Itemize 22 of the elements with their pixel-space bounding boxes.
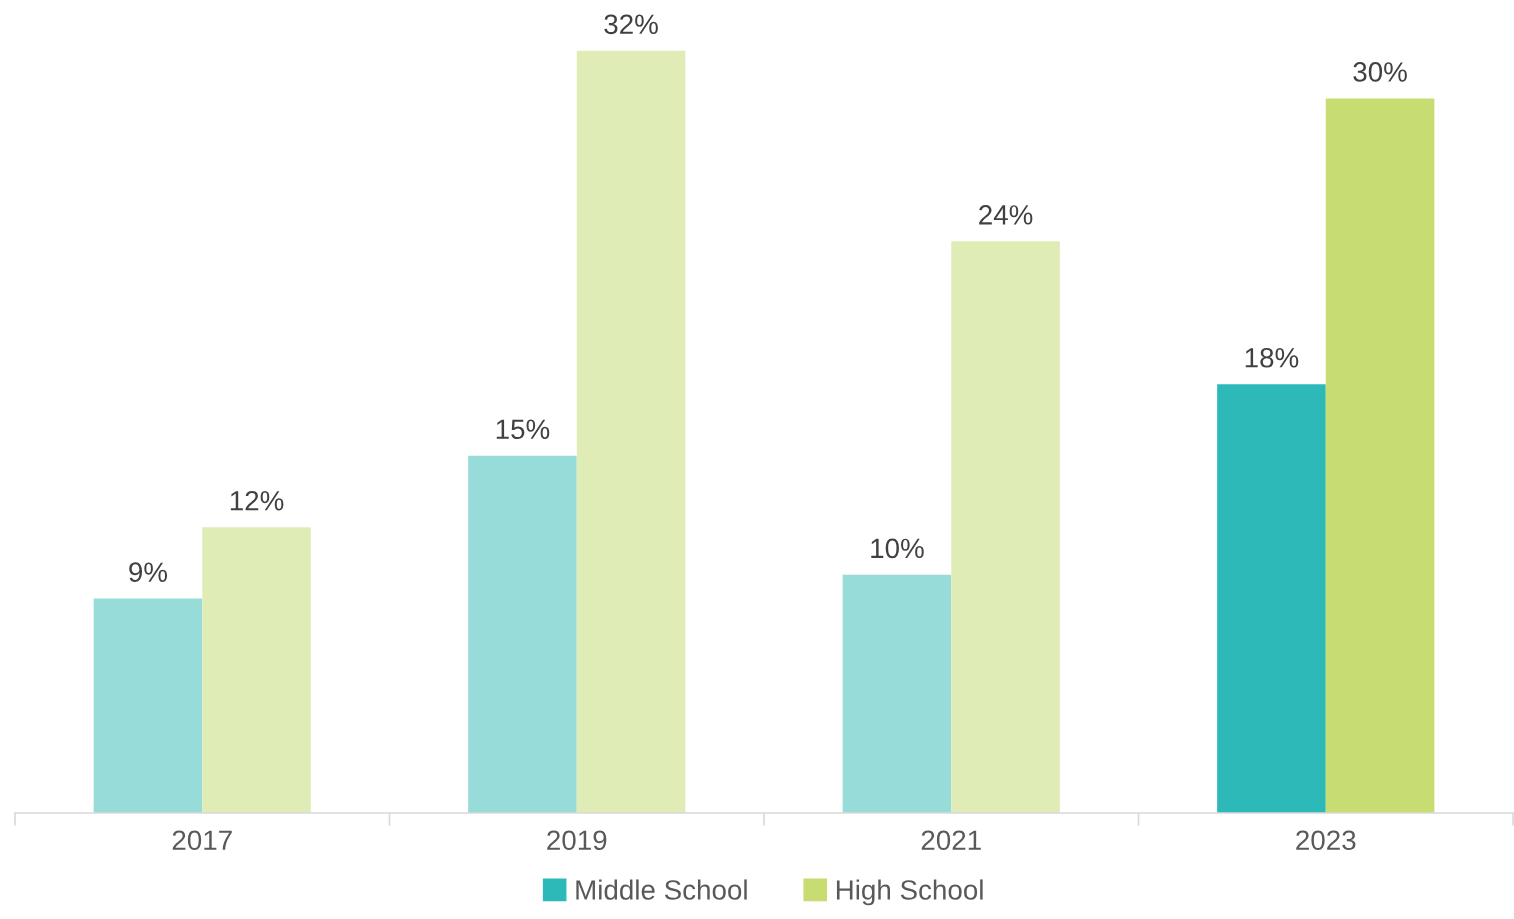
data-label: 12% xyxy=(230,490,284,511)
legend-label: Middle School xyxy=(576,879,747,900)
x-tick-label: 2017 xyxy=(172,830,232,851)
bar xyxy=(1325,98,1435,813)
x-tick-label: 2021 xyxy=(921,830,981,851)
data-label: 30% xyxy=(1353,62,1407,82)
x-tick-label: 2019 xyxy=(547,830,607,851)
bar xyxy=(842,574,952,813)
bar xyxy=(202,527,311,813)
data-label: 32% xyxy=(604,14,658,35)
bar xyxy=(1217,384,1326,813)
legend-label: High School xyxy=(836,879,983,906)
data-label: 18% xyxy=(1245,347,1299,368)
bar xyxy=(468,455,577,813)
data-label: 24% xyxy=(979,205,1033,225)
data-label: 10% xyxy=(871,538,924,559)
bar xyxy=(93,598,203,813)
x-tick-label: 2023 xyxy=(1296,830,1356,851)
data-label: 15% xyxy=(496,419,550,440)
bar xyxy=(576,50,686,813)
data-label: 9% xyxy=(129,562,168,583)
bar xyxy=(951,241,1060,813)
